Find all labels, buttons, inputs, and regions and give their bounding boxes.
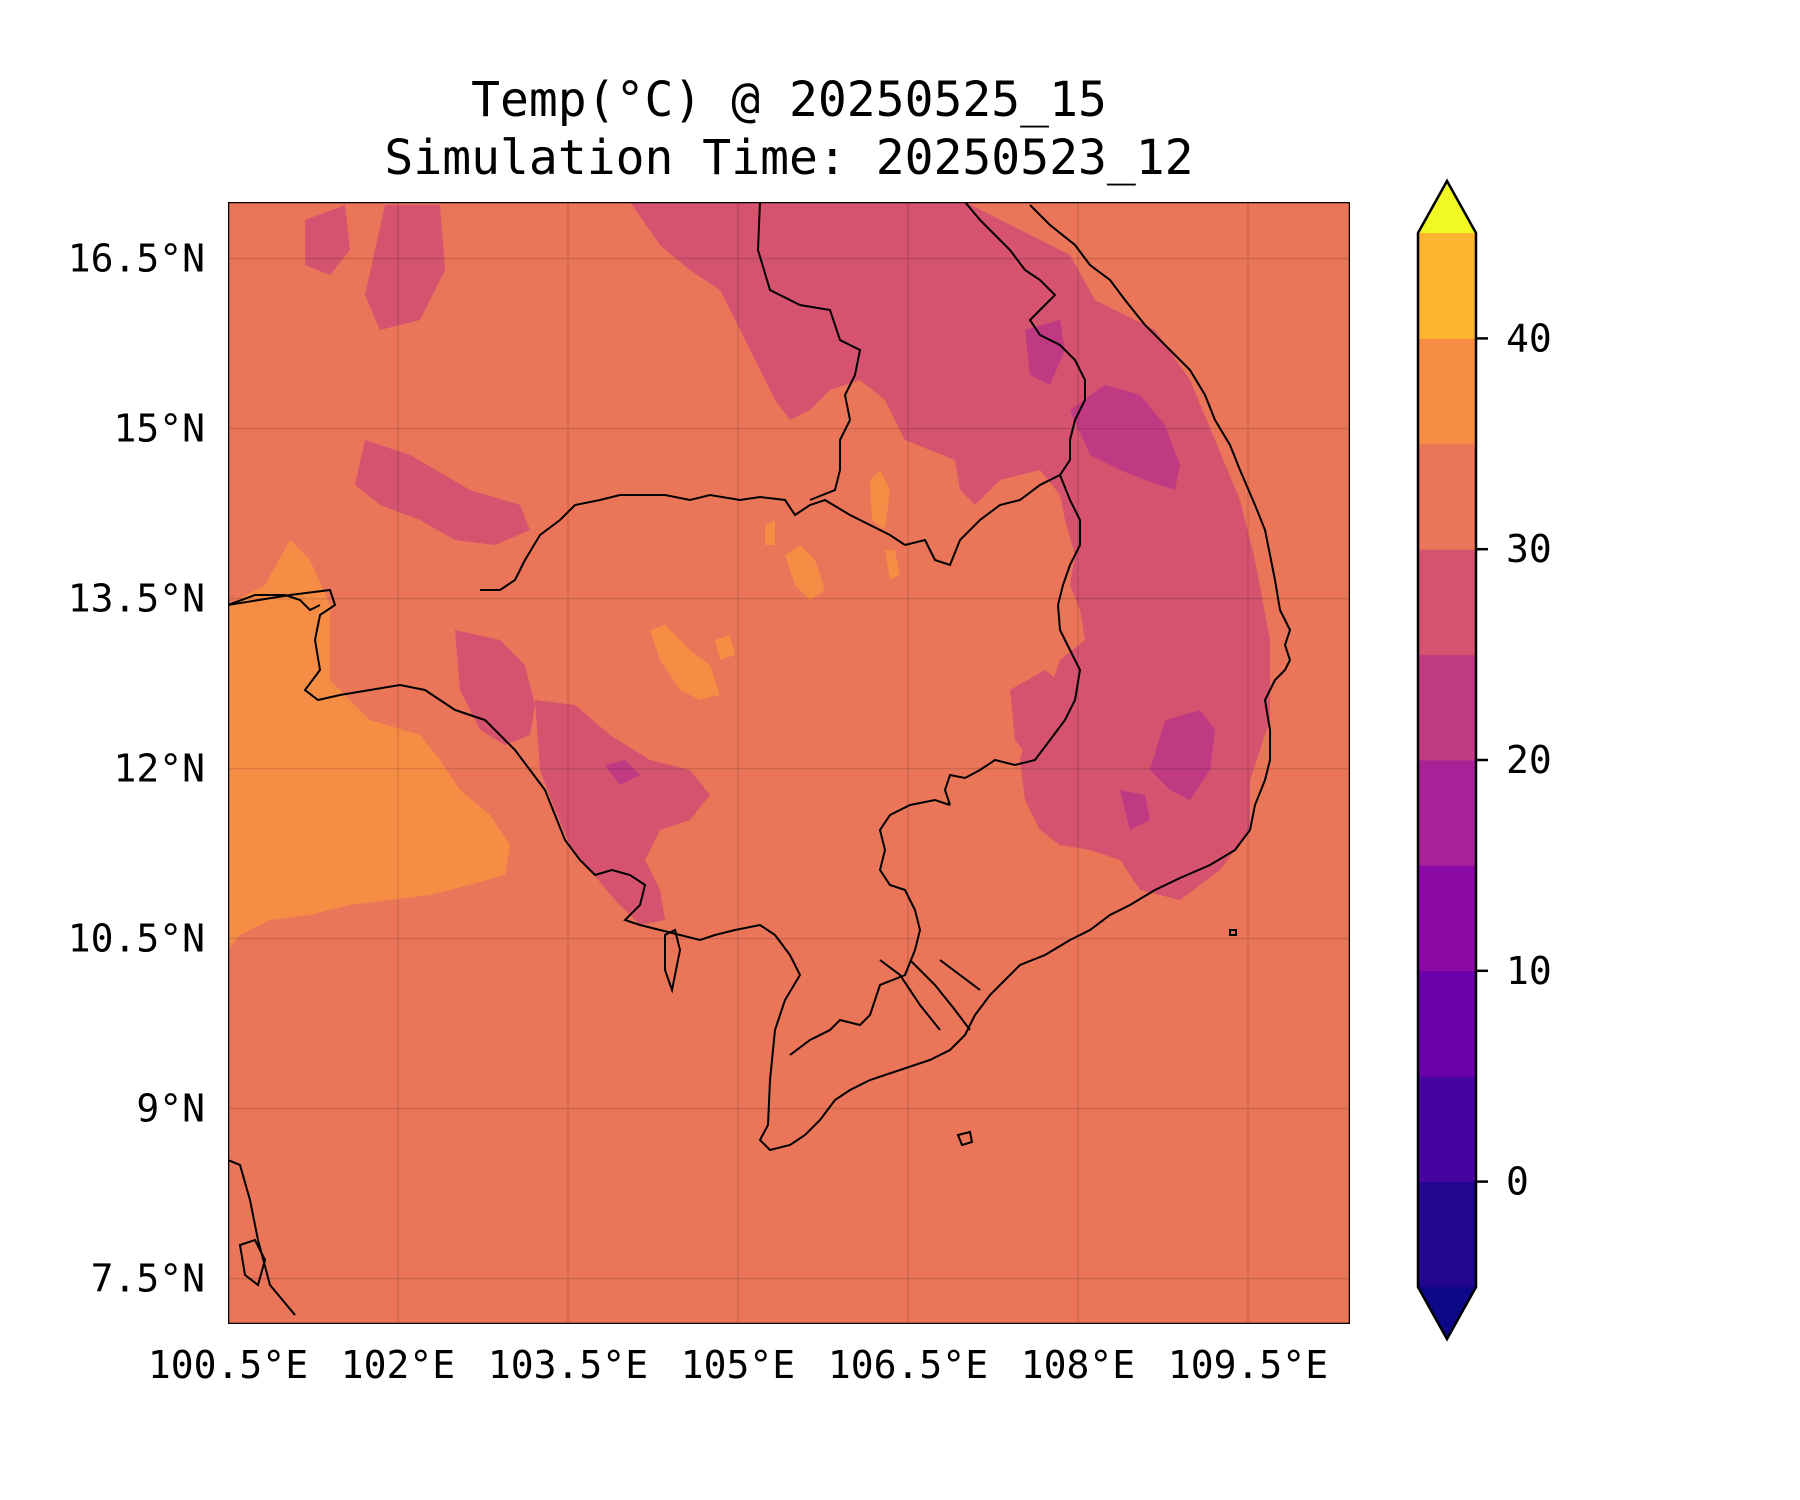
title-line-2: Simulation Time: 20250523_12	[384, 130, 1194, 186]
lat-tick-label: 13.5°N	[68, 577, 205, 621]
temp-band-30-35	[228, 470, 900, 950]
border-laos-west	[756, 202, 862, 501]
title-line-1: Temp(°C) @ 20250525_15	[471, 72, 1107, 128]
lon-tick-label: 109.5°E	[1168, 1343, 1328, 1387]
island-1	[238, 1238, 267, 1287]
border-cambodia-vietnam	[904, 202, 1086, 567]
region-laos-cold	[1025, 320, 1065, 385]
mekong-delta-3	[939, 959, 981, 991]
border-thailand-west	[228, 594, 321, 612]
lon-tick-label: 108°E	[1021, 1343, 1135, 1387]
colorbar-tick-label: 40	[1506, 316, 1552, 360]
region-north-laos-cool	[305, 205, 350, 275]
colorbar-band	[1418, 865, 1476, 972]
mekong-delta-2	[909, 959, 971, 1031]
lat-tick-label: 15°N	[113, 407, 205, 451]
region-north-band-cool	[630, 202, 1270, 900]
region-korat-cool	[355, 440, 530, 545]
lat-tick-label: 12°N	[113, 747, 205, 791]
island-3	[956, 1130, 974, 1147]
mekong-delta-1	[879, 959, 941, 1031]
coastline-malay	[228, 1159, 296, 1316]
region-highland-cold-2	[1120, 790, 1150, 830]
colorbar: 0 10 20 30 40	[1416, 178, 1552, 1342]
island-2	[664, 928, 682, 994]
region-cambodia-warm-3	[870, 470, 890, 530]
colorbar-tick-label: 10	[1506, 949, 1552, 993]
region-north-thailand-cool	[365, 205, 445, 330]
lon-tick-label: 100.5°E	[148, 1343, 308, 1387]
region-central-highlands-cool	[1010, 670, 1070, 760]
lon-tick-label: 105°E	[681, 1343, 795, 1387]
border-thailand-cambodia	[480, 493, 906, 591]
colorbar-outline	[1416, 178, 1478, 1342]
colorbar-band	[1418, 549, 1476, 656]
colorbar-band	[1418, 1181, 1476, 1288]
colorbar-band	[1418, 233, 1476, 339]
colorbar-band	[1418, 970, 1476, 1077]
temp-band-15-20	[605, 320, 1215, 830]
region-cambodia-warm-1	[650, 625, 720, 700]
colorbar-tick-label: 20	[1506, 738, 1552, 782]
gridlines	[228, 202, 1350, 1324]
lon-tick-label: 106.5°E	[828, 1343, 988, 1387]
region-cambodia-warm-4	[885, 550, 900, 580]
region-cambodia-warm-5	[765, 520, 775, 545]
lon-tick-label: 102°E	[341, 1343, 455, 1387]
lat-tick-label: 16.5°N	[68, 237, 205, 281]
border-cambodia-south	[789, 798, 951, 1056]
region-truongson-cold	[1070, 385, 1180, 490]
island-4	[1229, 929, 1237, 936]
lat-tick-label: 10.5°N	[68, 917, 205, 961]
region-cardamom-cool	[535, 700, 710, 925]
colorbar-band	[1418, 338, 1476, 445]
colorbar-over-extension	[1418, 181, 1476, 233]
longitude-ticks: 100.5°E 102°E 103.5°E 105°E 106.5°E 108°E 109.…	[148, 1343, 1328, 1387]
lon-tick-label: 103.5°E	[488, 1343, 648, 1387]
region-cambodia-warm-2	[785, 545, 825, 600]
region-cambodia-warm-6	[715, 635, 735, 660]
colorbar-tick-label: 0	[1506, 1160, 1529, 1204]
region-dalat-cold	[1150, 710, 1215, 800]
border-laos-vietnam	[943, 474, 1082, 806]
colorbar-band	[1418, 443, 1476, 550]
map-panel	[228, 202, 1350, 1324]
region-gulf-warm	[228, 540, 510, 950]
colorbar-tick-label: 30	[1506, 527, 1552, 571]
coastlines-borders	[228, 202, 1292, 1316]
temp-band-20-25	[305, 202, 1270, 925]
colorbar-under-extension	[1418, 1287, 1476, 1339]
coastline-gulf-north	[228, 204, 1292, 1152]
lat-tick-label: 9°N	[136, 1087, 205, 1131]
colorbar-band	[1418, 1076, 1476, 1183]
colorbar-band	[1418, 654, 1476, 761]
region-cardamom-cold	[605, 760, 640, 785]
lat-tick-label: 7.5°N	[91, 1257, 205, 1301]
latitude-ticks: 16.5°N 15°N 13.5°N 12°N 10.5°N 9°N 7.5°N	[68, 237, 205, 1301]
colorbar-band	[1418, 760, 1476, 866]
